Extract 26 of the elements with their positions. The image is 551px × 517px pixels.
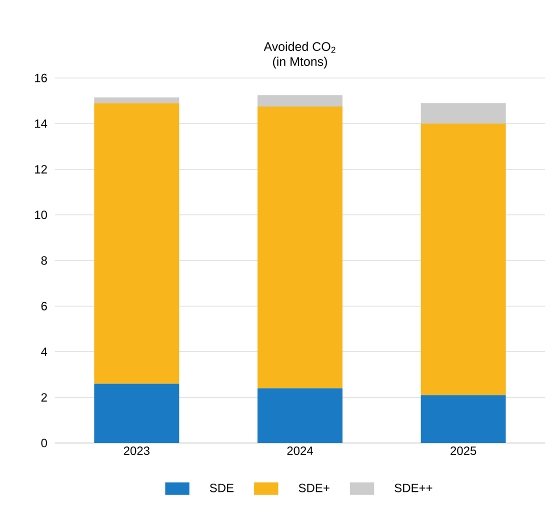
y-tick-label: 8	[41, 256, 47, 265]
bar	[258, 95, 343, 107]
legend-label: SDE++	[394, 484, 432, 492]
legend-label: SDE+	[298, 484, 330, 492]
chart-subtitle: (in Mtons)	[272, 56, 327, 68]
y-tick-label: 4	[41, 348, 48, 356]
bar	[94, 103, 180, 384]
legend-label: SDE	[210, 484, 234, 492]
y-tick-label: 14	[35, 120, 48, 128]
y-tick-label: 12	[35, 165, 47, 174]
bar	[420, 124, 506, 396]
bar	[420, 395, 506, 443]
x-tick-label: 2024	[287, 446, 313, 456]
y-tick-label: 2	[41, 393, 47, 402]
bar	[94, 97, 180, 104]
bar	[258, 106, 343, 388]
bar	[258, 388, 343, 443]
x-tick-label: 2025	[450, 446, 476, 456]
y-tick-label: 10	[35, 210, 48, 220]
bar	[94, 384, 180, 443]
y-tick-label: 6	[41, 302, 47, 310]
y-tick-label: 0	[41, 438, 48, 448]
x-tick-label: 2023	[124, 446, 150, 456]
bar	[420, 103, 506, 124]
y-tick-label: 16	[35, 74, 47, 82]
chart-title: Avoided CO$_{2}$	[264, 42, 336, 53]
